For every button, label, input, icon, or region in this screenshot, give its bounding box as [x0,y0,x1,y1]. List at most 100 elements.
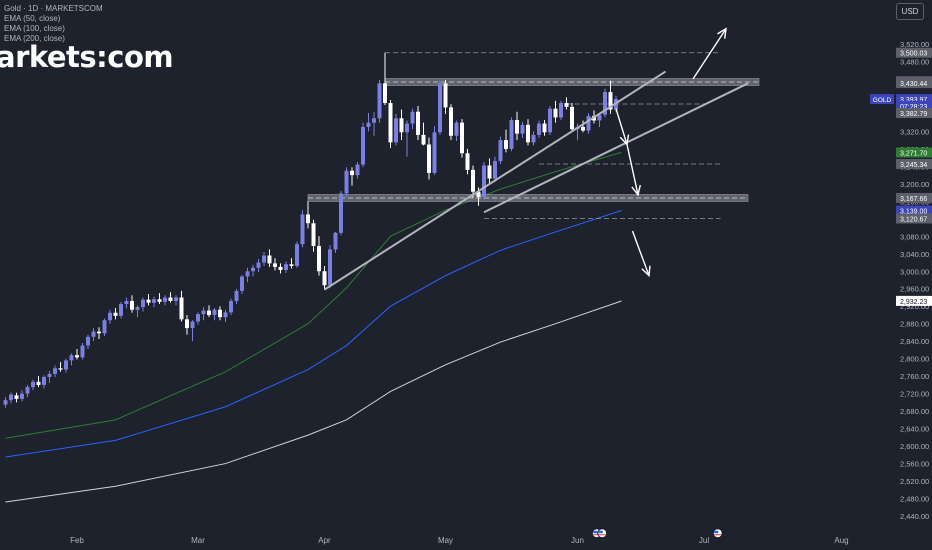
y-tick-label: 2,640.00 [900,425,929,434]
candle-54 [300,214,305,245]
candle-5 [31,381,35,388]
price-tag-7 [896,147,932,158]
candle-74 [410,111,415,124]
candle-47 [262,255,266,263]
candle-42 [234,290,239,301]
y-tick-label: 2,440.00 [900,512,929,521]
candle-38 [212,309,217,315]
x-tick-label-jul: Jul [699,536,709,545]
event-flag-canton-2 [714,530,719,534]
candle-0 [3,400,8,405]
symbol-title[interactable]: Gold · 1D · MARKETSCOM [4,4,103,13]
y-tick-label: 2,480.00 [900,495,929,504]
candle-89 [493,161,497,179]
price-tag-text-7: 3,271.70 [900,151,927,158]
candle-26 [146,299,151,303]
candle-56 [311,223,316,246]
candle-90 [498,140,503,162]
candle-24 [135,307,140,310]
price-tag-text-8: 3,245.34 [900,162,927,169]
price-tag-text-11: 3,120.67 [900,217,927,224]
candle-30 [168,297,173,301]
candle-10 [58,368,63,370]
economic-events [591,528,723,539]
candle-7 [42,377,46,385]
candle-55 [306,214,310,224]
trendlines [323,70,749,291]
trendline-0 [323,70,667,291]
x-tick-label-jun: Jun [571,536,584,545]
price-tag-2 [896,78,932,89]
price-tag-9 [896,192,932,203]
price-tag-0 [896,47,932,58]
candle-46 [256,262,261,268]
y-tick-label: 3,040.00 [900,250,929,259]
currency-button[interactable]: USD [896,3,924,20]
candle-43 [240,276,244,291]
event-flag-canton-0 [593,530,598,534]
candle-53 [295,244,299,267]
candle-16 [91,331,96,337]
ema-line-2 [5,300,622,503]
candle-35 [196,314,200,322]
candle-66 [366,122,371,128]
ema-100-label[interactable]: EMA (100, close) [4,24,65,33]
candle-39 [218,309,222,318]
candle-96 [531,134,536,143]
arrow-shaft-0 [692,28,727,80]
candle-44 [245,271,250,277]
price-tag-10 [896,205,932,216]
candle-72 [399,118,404,133]
candle-110 [608,92,613,110]
y-tick-label: 3,200.00 [900,180,929,189]
candle-63 [350,170,354,176]
candle-21 [119,304,123,316]
candle-105 [581,127,585,131]
candle-79 [438,83,442,133]
candle-80 [443,83,448,108]
y-tick-label: 2,920.00 [900,302,929,311]
time-axis: Feb Mar Apr May Jun Jul Aug [70,536,849,545]
candle-69 [383,83,387,103]
trendline-1 [483,82,749,214]
x-tick-label-mar: Mar [191,536,205,545]
candle-65 [361,127,365,165]
brand-watermark: arkets:com [0,40,174,74]
x-tick-label-aug: Aug [834,536,848,545]
candle-88 [487,165,492,179]
candle-77 [427,144,431,173]
price-tag-11 [896,213,932,224]
arrow-shaft-3 [631,230,650,276]
candle-57 [317,245,321,272]
candle-99 [548,108,552,133]
candle-20 [113,312,118,316]
ema-200-label[interactable]: EMA (200, close) [4,34,65,43]
candle-61 [339,193,343,233]
candle-83 [460,122,464,154]
price-tag-text-4: 3,393.97 [900,97,927,104]
candle-92 [509,120,514,149]
scenario-arrows [615,27,727,278]
y-tick-label: 2,960.00 [900,285,929,294]
candle-29 [163,297,167,302]
candle-9 [53,368,57,374]
candle-36 [201,310,206,315]
candle-85 [471,169,475,192]
candle-68 [377,83,382,119]
candle-78 [432,132,437,173]
candle-48 [267,255,272,264]
price-tag-6 [896,108,932,119]
candle-51 [284,264,288,270]
candle-98 [542,123,547,133]
y-tick-label: 3,480.00 [900,57,929,66]
candle-4 [25,387,30,394]
arrow-head-3 [641,265,651,278]
arrow-shaft-2 [626,144,639,195]
ema-50-label[interactable]: EMA (50, close) [4,14,61,23]
candle-11 [64,360,68,370]
candle-23 [130,300,134,310]
candle-13 [75,355,79,358]
candle-109 [603,92,607,115]
price-tag-text-5: 07:28:23 [900,104,927,111]
